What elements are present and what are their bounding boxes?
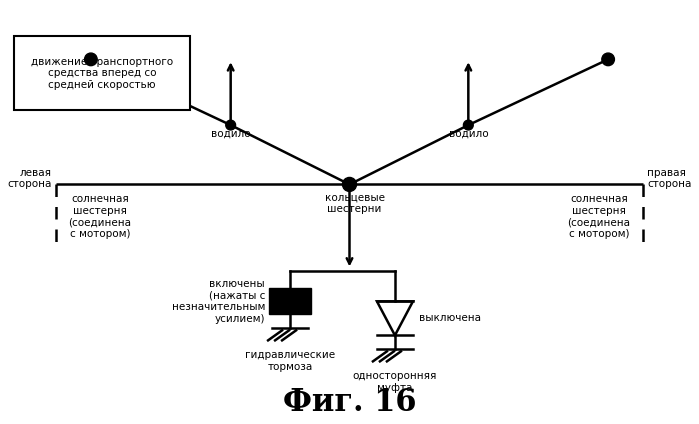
Text: включены
(нажаты с
незначительным
усилием): включены (нажаты с незначительным усилие…	[172, 279, 265, 324]
Text: гидравлические
тормоза: гидравлические тормоза	[245, 350, 335, 372]
Text: движение транспортного
средства вперед со
средней скоростью: движение транспортного средства вперед с…	[31, 57, 173, 90]
Text: выключена: выключена	[419, 313, 481, 324]
Text: водило: водило	[211, 129, 250, 139]
Circle shape	[463, 120, 473, 130]
Text: солнечная
шестерня
(соединена
с мотором): солнечная шестерня (соединена с мотором)	[568, 195, 630, 239]
Text: солнечная
шестерня
(соединена
с мотором): солнечная шестерня (соединена с мотором)	[69, 195, 131, 239]
Text: кольцевые
шестерни: кольцевые шестерни	[324, 192, 384, 214]
Circle shape	[343, 178, 356, 191]
Circle shape	[226, 120, 236, 130]
Circle shape	[602, 53, 614, 66]
Circle shape	[85, 53, 97, 66]
Text: левая
сторона: левая сторона	[8, 167, 52, 189]
Text: водило: водило	[449, 129, 488, 139]
Text: Фиг. 16: Фиг. 16	[283, 387, 416, 418]
Bar	[269, 288, 311, 314]
Text: односторонняя
муфта: односторонняя муфта	[353, 371, 437, 393]
Bar	[14, 36, 190, 110]
Text: правая
сторона: правая сторона	[647, 167, 691, 189]
